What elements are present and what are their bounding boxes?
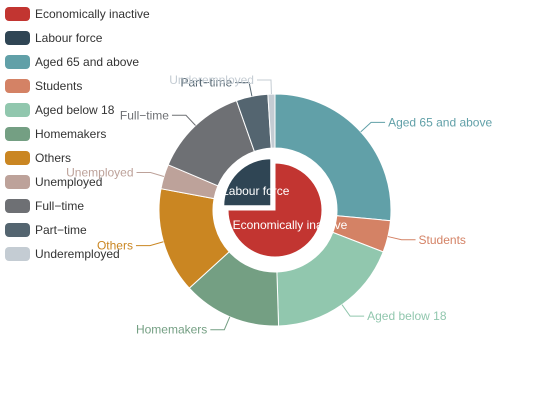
legend-item-part-time[interactable]: Part−time xyxy=(5,218,150,242)
outer-label-unemployed: Unemployed xyxy=(66,166,133,180)
legend-swatch xyxy=(5,247,30,261)
outer-label-aged-65-and-above: Aged 65 and above xyxy=(388,115,492,129)
outer-label-part-time: Part−time xyxy=(180,76,232,90)
leader-line-full-time xyxy=(171,114,196,126)
outer-label-full-time: Full−time xyxy=(120,108,169,122)
legend-swatch xyxy=(5,151,30,165)
legend-label: Part−time xyxy=(35,223,87,237)
outer-label-aged-below-18: Aged below 18 xyxy=(367,309,447,323)
legend-swatch xyxy=(5,103,30,117)
leader-line-aged-below-18 xyxy=(341,304,365,317)
legend-label: Underemployed xyxy=(35,247,120,261)
legend-label: Others xyxy=(35,151,72,165)
outer-label-others: Others xyxy=(97,239,133,253)
legend-swatch xyxy=(5,55,30,69)
legend-swatch xyxy=(5,7,30,21)
outer-slice-underemployed xyxy=(267,93,276,149)
outer-slice-aged-65-and-above xyxy=(274,93,392,222)
legend-item-labour-force[interactable]: Labour force xyxy=(5,26,150,50)
leader-line-homemakers xyxy=(210,316,231,331)
legend-swatch xyxy=(5,31,30,45)
outer-label-underemployed: Underemployed xyxy=(169,73,254,87)
legend-label: Homemakers xyxy=(35,127,107,141)
leader-line-unemployed xyxy=(136,172,165,178)
inner-label-labour-force: Labour force xyxy=(222,184,290,198)
legend-swatch xyxy=(5,175,30,189)
legend-label: Full−time xyxy=(35,199,85,213)
legend-swatch xyxy=(5,199,30,213)
legend-item-homemakers[interactable]: Homemakers xyxy=(5,122,150,146)
leader-line-part-time xyxy=(235,82,253,97)
leader-line-underemployed xyxy=(256,79,272,95)
legend-swatch xyxy=(5,79,30,93)
legend-label: Aged 65 and above xyxy=(35,55,140,69)
legend-label: Students xyxy=(35,79,83,93)
legend-label: Aged below 18 xyxy=(35,103,115,117)
legend-item-aged-65-and-above[interactable]: Aged 65 and above xyxy=(5,50,150,74)
legend-item-students[interactable]: Students xyxy=(5,74,150,98)
legend-swatch xyxy=(5,127,30,141)
leader-line-aged-65-and-above xyxy=(360,121,386,133)
legend-item-others[interactable]: Others xyxy=(5,146,150,170)
legend-swatch xyxy=(5,223,30,237)
legend: Economically inactive Labour force Aged … xyxy=(5,2,150,266)
legend-item-full-time[interactable]: Full−time xyxy=(5,194,150,218)
legend-label: Labour force xyxy=(35,31,103,45)
legend-item-aged-below-18[interactable]: Aged below 18 xyxy=(5,98,150,122)
inner-label-economically-inactive: Economically inactive xyxy=(233,218,348,232)
legend-label: Economically inactive xyxy=(35,7,150,21)
legend-item-unemployed[interactable]: Unemployed xyxy=(5,170,150,194)
inner-slice-labour-force xyxy=(223,158,272,207)
inner-slice-economically-inactive xyxy=(227,162,323,258)
legend-label: Unemployed xyxy=(35,175,103,189)
outer-label-homemakers: Homemakers xyxy=(136,323,207,337)
leader-line-students xyxy=(387,236,416,241)
leader-line-others xyxy=(135,241,164,247)
outer-label-students: Students xyxy=(419,233,466,247)
legend-item-economically-inactive[interactable]: Economically inactive xyxy=(5,2,150,26)
legend-item-underemployed[interactable]: Underemployed xyxy=(5,242,150,266)
